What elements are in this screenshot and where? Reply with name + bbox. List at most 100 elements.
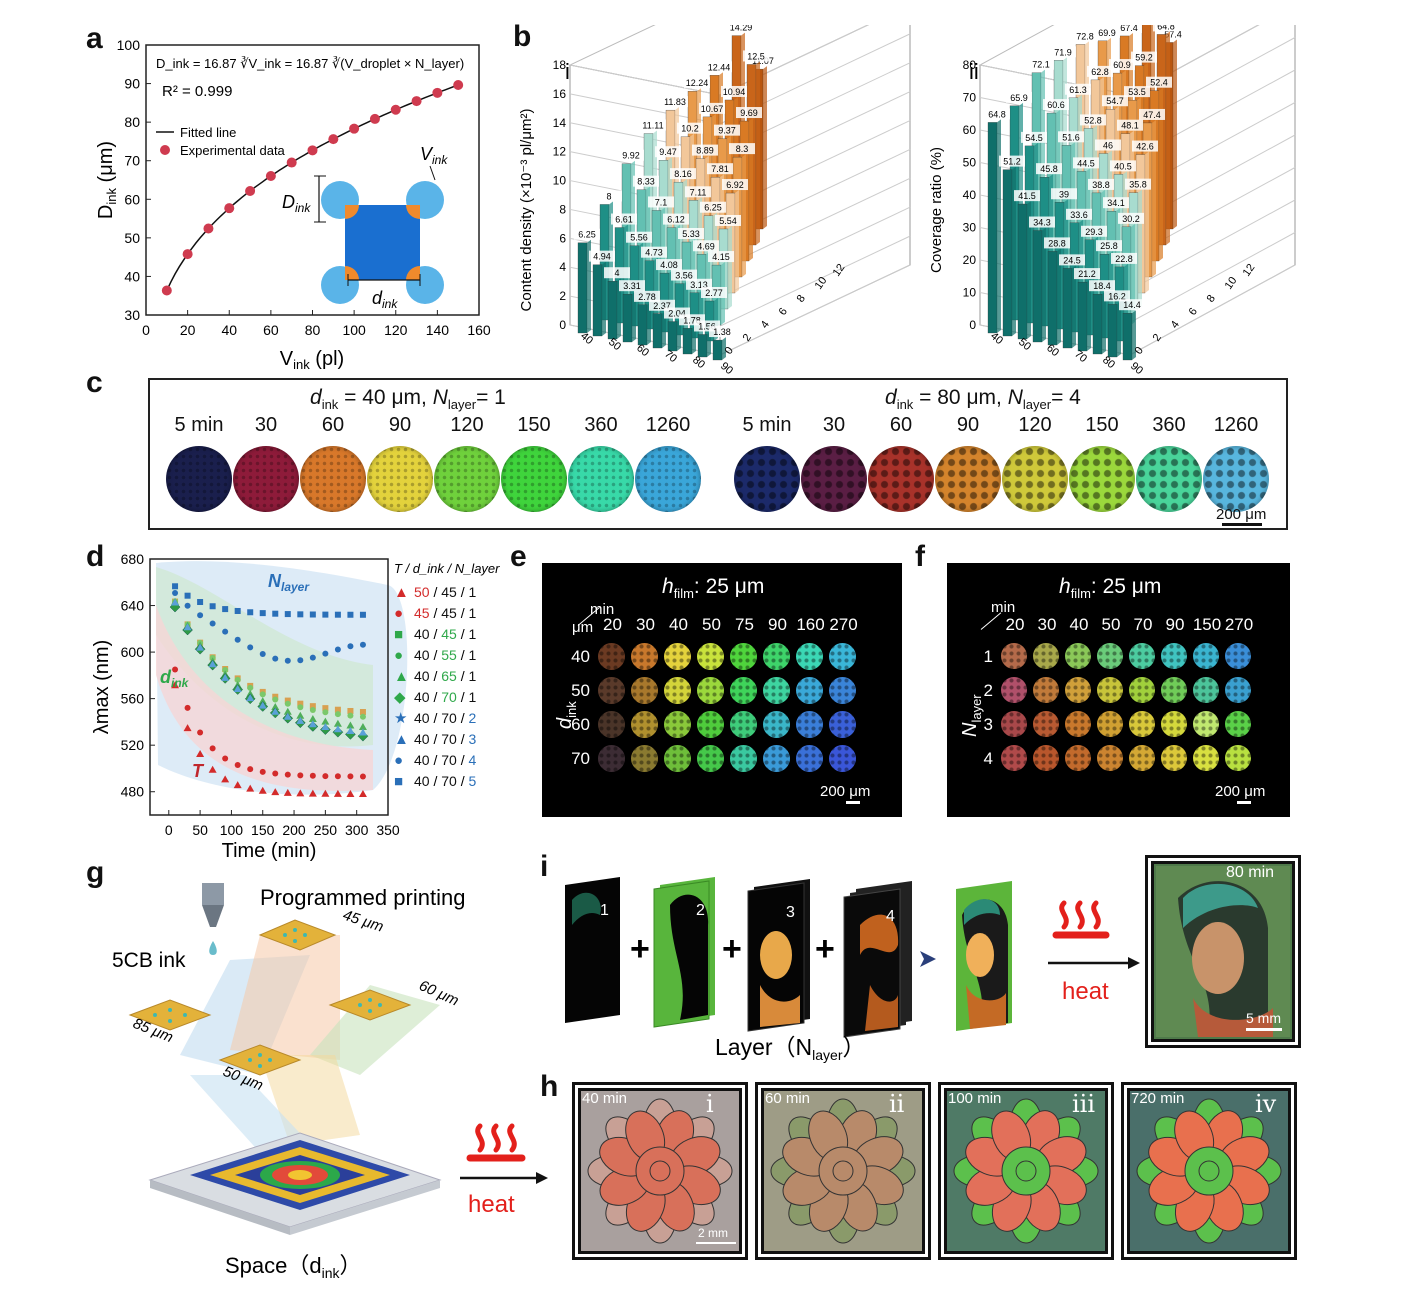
bar bbox=[622, 294, 633, 343]
x-tick-label: 40 bbox=[221, 322, 237, 338]
bar-label: 34.3 bbox=[1033, 218, 1051, 228]
bar-side bbox=[1173, 39, 1177, 230]
heating-frame bbox=[1121, 1082, 1297, 1260]
bar-label-bg bbox=[1072, 30, 1098, 42]
row-header: 50 bbox=[571, 681, 590, 700]
layer-3-number: 3 bbox=[786, 904, 795, 921]
x-tick-label: 90 bbox=[718, 360, 735, 375]
bar-label-bg bbox=[984, 108, 1010, 120]
micrograph-circle bbox=[1033, 745, 1059, 771]
y-tick-label: 40 bbox=[963, 188, 977, 202]
y-axis-label: Coverage ratio (%) bbox=[928, 147, 945, 273]
y-tick-label: 60 bbox=[963, 123, 977, 137]
bar-label: 30.2 bbox=[1122, 214, 1140, 224]
bar-label: 11.11 bbox=[642, 121, 663, 131]
data-point bbox=[272, 655, 279, 662]
time-label: 90 bbox=[388, 414, 412, 436]
legend: T / d_ink / N_layer ▲ 50 / 45 / 1 ● 45 / 45 … bbox=[394, 561, 500, 790]
mandala-pattern bbox=[770, 1098, 916, 1244]
bar-label: 60.6 bbox=[1047, 100, 1065, 110]
bar-label: 16.2 bbox=[1108, 291, 1126, 301]
legend-fitted: Fitted line bbox=[180, 125, 236, 140]
data-point bbox=[172, 590, 179, 597]
legend-symbol: ▲ bbox=[394, 668, 409, 685]
legend-entry: 40 / 70 / 4 bbox=[414, 752, 477, 768]
data-point bbox=[297, 700, 304, 707]
data-point bbox=[322, 709, 329, 716]
micrograph-circle bbox=[796, 677, 823, 704]
bar-label: 8.33 bbox=[637, 177, 655, 187]
bar bbox=[1032, 230, 1043, 343]
bar bbox=[1122, 313, 1133, 361]
data-point bbox=[259, 691, 266, 698]
bar-label-bg bbox=[701, 286, 727, 298]
bar-label-bg bbox=[596, 190, 622, 202]
bar-side bbox=[707, 331, 711, 357]
bar-label-bg bbox=[1089, 280, 1115, 292]
layer-3-image bbox=[747, 879, 810, 1032]
bar-label: 52.8 bbox=[1084, 115, 1102, 125]
micrograph-circle bbox=[763, 643, 790, 670]
bar-label-bg bbox=[692, 144, 718, 156]
time-label: 60 bbox=[321, 414, 345, 436]
data-point bbox=[182, 249, 193, 260]
z-tick-label: 12 bbox=[1241, 262, 1258, 279]
column-header: 40 bbox=[669, 615, 688, 634]
composite-image bbox=[956, 881, 1012, 1031]
data-point bbox=[221, 673, 230, 681]
data-point bbox=[334, 773, 341, 780]
data-point bbox=[307, 145, 318, 156]
x-tick-label: 90 bbox=[1128, 360, 1145, 375]
data-point bbox=[346, 727, 355, 735]
bar-label-bg bbox=[679, 314, 705, 326]
micrograph-circle bbox=[1161, 711, 1187, 737]
bar-label: 61.3 bbox=[1069, 85, 1087, 95]
data-point bbox=[259, 768, 266, 775]
x-tick-label: 20 bbox=[180, 322, 196, 338]
micrograph-circle bbox=[1001, 711, 1027, 737]
bar-label: 54.5 bbox=[1025, 133, 1043, 143]
micrograph-circle bbox=[1136, 446, 1202, 512]
data-point bbox=[346, 721, 355, 729]
bar-label: 2.78 bbox=[638, 292, 656, 302]
bar-label-bg bbox=[700, 201, 726, 213]
bar-label-bg bbox=[574, 228, 600, 240]
panel-g-schematic: Programmed printing 5CB ink 45 μm 60 μm … bbox=[112, 883, 465, 1281]
right-image-row: 5 min 30 60 90 120 150 360 1260 bbox=[734, 414, 1274, 524]
y-tick-label: 8 bbox=[559, 202, 566, 216]
time-label: 30 bbox=[254, 414, 278, 436]
gridline bbox=[569, 64, 721, 96]
x-tick-label: 120 bbox=[384, 322, 408, 338]
bar bbox=[697, 334, 708, 358]
bar-side bbox=[742, 154, 746, 277]
y-tick-label: 50 bbox=[124, 230, 140, 246]
bar-label-bg bbox=[611, 213, 637, 225]
data-point bbox=[359, 713, 366, 720]
ticks: 480 520 560 600 640 680 0 50 100 150 200 250 300 350 bbox=[121, 551, 400, 838]
legend-entry: 50 / 45 / 1 bbox=[414, 584, 477, 600]
row-header: 1 bbox=[983, 647, 993, 666]
data-point bbox=[283, 788, 292, 796]
data-point bbox=[309, 707, 316, 714]
micrograph-circle bbox=[697, 711, 724, 738]
bar-label-bg bbox=[686, 278, 712, 290]
gridline bbox=[719, 235, 911, 327]
bar-side bbox=[749, 118, 753, 262]
bar-label: 8.3 bbox=[736, 144, 749, 154]
bar bbox=[712, 339, 723, 361]
bar-label: 64.8 bbox=[988, 109, 1006, 119]
bar-label-bg bbox=[641, 246, 667, 258]
x-tick-label: 150 bbox=[251, 822, 275, 838]
bar-label: 2.77 bbox=[705, 288, 723, 298]
bar-label-bg bbox=[1029, 216, 1055, 228]
legend-entry: 40 / 45 / 1 bbox=[414, 626, 477, 642]
mandala-pattern bbox=[587, 1098, 733, 1244]
bar-side bbox=[1012, 166, 1016, 336]
x-tick-label: 160 bbox=[467, 322, 491, 338]
data-point bbox=[359, 709, 366, 716]
panel-label-i: i bbox=[540, 850, 549, 883]
bar-label-bg bbox=[664, 307, 690, 319]
bar-label: 28.8 bbox=[1048, 238, 1066, 248]
x-ticks: 0 20 40 60 80 100 120 140 160 bbox=[142, 310, 491, 338]
bar-label: 6.25 bbox=[704, 203, 722, 213]
